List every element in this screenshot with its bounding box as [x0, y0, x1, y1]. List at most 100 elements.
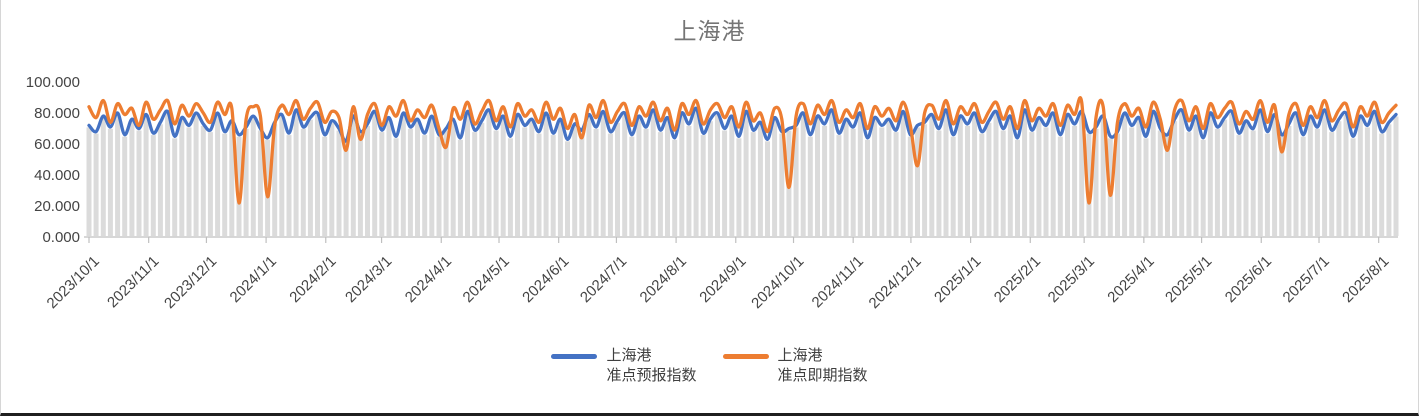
dropline-bar — [222, 133, 228, 236]
legend-item-spot-index[interactable]: 上海港 准点即期指数 — [722, 346, 868, 386]
legend-label-spot-index: 上海港 准点即期指数 — [778, 346, 868, 386]
dropline-bar — [600, 113, 606, 236]
dropline-bar — [257, 130, 263, 236]
dropline-bar — [157, 124, 163, 236]
dropline-bar — [1314, 128, 1320, 236]
dropline-bar — [750, 132, 756, 236]
dropline-bar — [86, 127, 92, 236]
y-axis-tick-label: 60.000 — [34, 136, 80, 153]
legend-item-forecast-index[interactable]: 上海港 准点预报指数 — [551, 346, 697, 386]
dropline-bar — [1079, 113, 1085, 236]
dropline-bar — [1229, 113, 1235, 236]
dropline-bar — [686, 125, 692, 236]
dropline-bar — [557, 121, 563, 236]
dropline-bar — [1393, 116, 1399, 236]
dropline-bar — [243, 128, 249, 236]
dropline-bar — [900, 113, 906, 236]
dropline-bar — [772, 119, 778, 236]
dropline-bar — [1250, 130, 1256, 236]
dropline-bar — [615, 122, 620, 237]
dropline-bar — [793, 127, 799, 236]
dropline-bar — [886, 121, 892, 236]
dropline-bar — [450, 121, 456, 236]
chart-title: 上海港 — [673, 18, 746, 44]
dropline-bar — [1307, 118, 1313, 236]
dropline-bar — [736, 138, 742, 237]
dropline-bar — [843, 121, 849, 236]
dropline-bar — [393, 138, 399, 237]
y-axis-tick-label: 80.000 — [34, 105, 80, 122]
dropline-bar — [307, 119, 313, 236]
dropline-bar — [407, 128, 413, 236]
dropline-bar — [1043, 127, 1049, 236]
dropline-bar — [707, 121, 713, 236]
dropline-bar — [979, 133, 985, 236]
dropline-bar — [1236, 135, 1242, 236]
dropline-bar — [215, 115, 221, 236]
dropline-bar — [850, 128, 856, 236]
dropline-bar — [1129, 127, 1135, 236]
dropline-bar — [665, 119, 670, 236]
dropline-bar — [829, 111, 835, 236]
dropline-bar — [1350, 138, 1356, 237]
dropline-bar — [743, 113, 749, 236]
dropline-bar — [172, 138, 178, 237]
dropline-bar — [1372, 113, 1378, 236]
dropline-bar — [1343, 115, 1349, 236]
dropline-bar — [500, 118, 506, 236]
x-axis-tick-label: 2024/8/1 — [637, 253, 690, 306]
dropline-bar — [729, 118, 735, 236]
dropline-bar — [1000, 130, 1006, 236]
dropline-bar — [1386, 124, 1392, 236]
dropline-bar — [1007, 118, 1013, 236]
dropline-bar — [1165, 136, 1170, 236]
dropline-bar — [100, 118, 106, 236]
dropline-bar — [236, 136, 242, 236]
x-axis-tick-label: 2023/12/1 — [161, 253, 220, 312]
dropline-bar — [943, 111, 949, 236]
dropline-bar — [1214, 128, 1220, 236]
dropline-bar — [165, 113, 171, 236]
legend-label-line1: 上海港 — [777, 347, 823, 364]
droplines — [86, 110, 1399, 237]
dropline-bar — [272, 124, 278, 236]
dropline-bar — [929, 116, 935, 236]
dropline-bar — [1157, 130, 1163, 236]
dropline-bar — [1279, 136, 1285, 236]
x-axis-tick-label: 2025/5/1 — [1162, 253, 1215, 306]
dropline-bar — [422, 135, 428, 236]
dropline-bar — [715, 115, 720, 236]
dropline-bar — [1379, 133, 1385, 236]
dropline-bar — [229, 122, 235, 237]
dropline-bar — [1186, 132, 1192, 236]
dropline-bar — [365, 125, 370, 236]
dropline-bar — [993, 113, 999, 236]
x-axis-tick-label: 2025/1/1 — [931, 253, 984, 306]
dropline-bar — [865, 139, 870, 236]
dropline-bar — [893, 132, 899, 236]
dropline-bar — [1179, 111, 1185, 236]
dropline-bar — [765, 141, 770, 236]
x-axis-tick-label: 2024/1/1 — [227, 253, 280, 306]
dropline-bar — [950, 136, 956, 236]
dropline-bar — [1072, 125, 1078, 236]
dropline-bar — [493, 130, 499, 236]
dropline-bar — [507, 138, 513, 237]
x-axis-tick-label: 2024/12/1 — [866, 253, 925, 312]
dropline-bar — [936, 130, 942, 236]
dropline-bar — [250, 118, 256, 236]
dropline-bar — [107, 128, 113, 236]
dropline-bar — [857, 115, 863, 236]
dropline-bar — [357, 133, 363, 236]
dropline-bar — [1293, 115, 1299, 236]
legend-label-forecast-index: 上海港 准点预报指数 — [606, 346, 696, 386]
series-line-spot-index — [87, 96, 1398, 205]
dropline-bar — [1336, 121, 1342, 236]
dropline-bar — [822, 125, 828, 236]
dropline-bar — [350, 118, 356, 236]
x-axis-tick-label: 2025/6/1 — [1222, 253, 1275, 306]
dropline-bar — [1272, 116, 1278, 236]
x-axis-tick-label: 2024/9/1 — [696, 253, 749, 306]
